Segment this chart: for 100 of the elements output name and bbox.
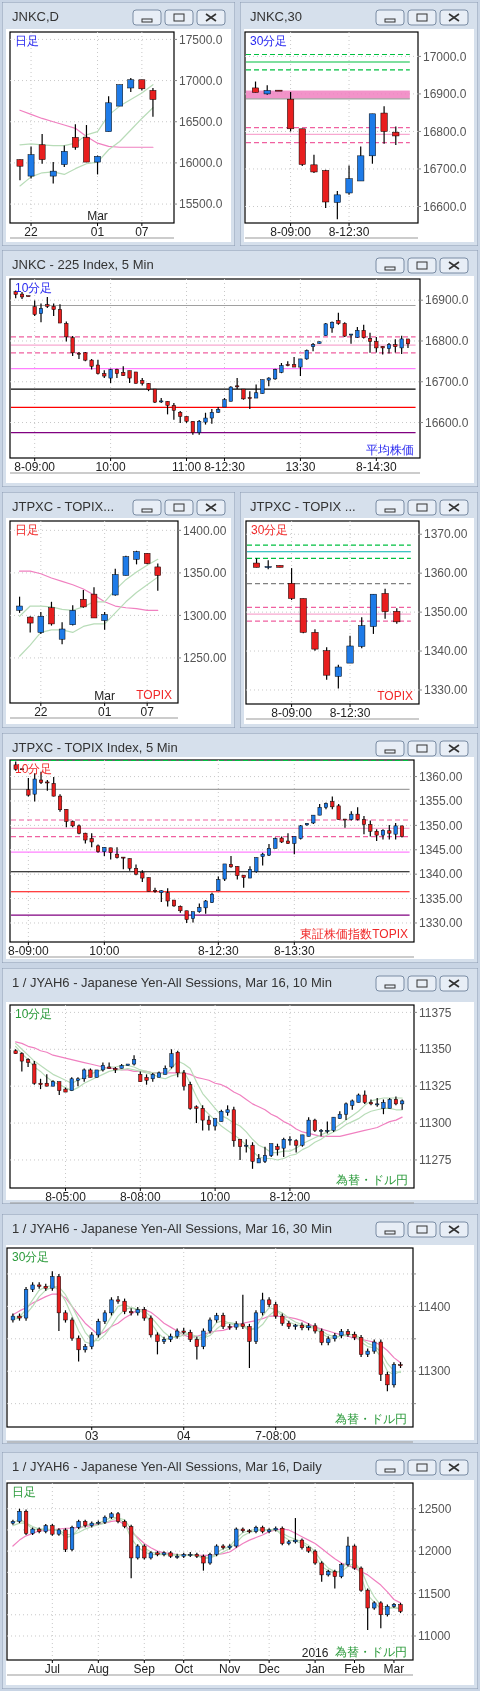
y-tick-label: 1360.00 <box>424 566 468 581</box>
y-tick-label: 16600.0 <box>423 199 467 214</box>
x-tick-label: 11:00 <box>171 460 202 474</box>
x-tick-label: 10:00 <box>95 460 126 474</box>
annotation: Mar <box>94 689 115 703</box>
annotation: 10分足 <box>15 281 53 295</box>
y-tick-label: 1300.00 <box>183 608 227 623</box>
chart-title: JNKC,D <box>12 9 59 24</box>
chart-title: JNKC - 225 Index, 5 Min <box>12 257 154 272</box>
y-tick-label: 15500.0 <box>179 197 223 212</box>
y-tick-label: 11375 <box>419 1005 452 1020</box>
x-tick-label: 07 <box>140 705 155 719</box>
x-tick-label: 7-08:00 <box>255 1429 297 1443</box>
chart-title: JTPXC - TOPIX... <box>12 499 115 514</box>
annotation: TOPIX <box>377 689 413 703</box>
x-tick-label: 07 <box>135 225 149 239</box>
y-tick-label: 11400 <box>418 1299 451 1314</box>
y-tick-label: 16500.0 <box>179 114 223 129</box>
x-tick-label: 8-12:30 <box>328 225 370 239</box>
y-tick-label: 11300 <box>419 1116 452 1131</box>
y-tick-label: 1330.00 <box>424 683 468 698</box>
annotation: 10分足 <box>15 1007 53 1021</box>
y-tick-label: 16600.0 <box>425 415 469 430</box>
x-tick-label: 13:30 <box>285 460 316 474</box>
x-tick-label: 22 <box>34 705 48 719</box>
x-tick-label: 8-12:30 <box>204 460 246 474</box>
chart-title: 1 / JYAH6 - Japanese Yen-All Sessions, Mar 16, Daily <box>12 1459 323 1474</box>
y-tick-label: 1350.00 <box>183 566 227 581</box>
x-tick-label: 8-09:00 <box>271 706 313 720</box>
y-tick-label: 17000.0 <box>179 73 223 88</box>
y-tick-label: 1345.00 <box>419 842 463 857</box>
x-tick-label: 04 <box>177 1429 191 1443</box>
y-tick-label: 1350.00 <box>419 818 463 833</box>
annotation: Mar <box>87 209 108 223</box>
annotation: 2016 <box>301 1646 329 1660</box>
y-tick-label: 1340.00 <box>419 867 463 882</box>
annotation: 為替・ドル円 <box>335 1412 407 1426</box>
y-tick-label: 12500 <box>418 1501 452 1516</box>
y-tick-label: 17500.0 <box>179 32 223 47</box>
y-tick-label: 16900.0 <box>423 87 467 102</box>
y-tick-label: 1360.00 <box>419 769 463 784</box>
x-tick-label: Aug <box>87 1662 109 1676</box>
y-tick-label: 11000 <box>418 1629 451 1644</box>
y-tick-label: 1355.00 <box>419 794 463 809</box>
x-tick-label: Feb <box>344 1662 366 1676</box>
y-tick-label: 16700.0 <box>425 374 469 389</box>
x-tick-label: 8-12:30 <box>329 706 371 720</box>
x-tick-label: Nov <box>219 1662 241 1676</box>
chart-title: 1 / JYAH6 - Japanese Yen-All Sessions, Mar 16, 30 Min <box>12 1221 332 1236</box>
annotation: 日足 <box>15 523 39 537</box>
x-tick-label: 8-12:00 <box>269 1190 311 1204</box>
x-tick-label: 8-08:00 <box>119 1190 161 1204</box>
x-tick-label: Oct <box>174 1662 194 1676</box>
y-tick-label: 1400.00 <box>183 523 227 538</box>
y-tick-label: 1370.00 <box>424 527 468 542</box>
y-tick-label: 11350 <box>419 1042 452 1057</box>
x-tick-label: 8-13:30 <box>273 944 315 958</box>
annotation: 30分足 <box>250 34 288 48</box>
x-tick-label: 8-09:00 <box>270 225 312 239</box>
x-tick-label: 8-05:00 <box>45 1190 87 1204</box>
y-tick-label: 1350.00 <box>424 605 468 620</box>
x-tick-label: 10:00 <box>89 944 120 958</box>
annotation: 30分足 <box>12 1250 50 1264</box>
y-tick-label: 1335.00 <box>419 891 463 906</box>
annotation: 30分足 <box>251 523 289 537</box>
chart-title: JNKC,30 <box>250 9 303 24</box>
x-tick-label: 8-09:00 <box>8 944 50 958</box>
y-tick-label: 11300 <box>418 1364 451 1379</box>
annotation: TOPIX <box>136 688 172 702</box>
annotation: 為替・ドル円 <box>335 1645 407 1659</box>
annotation: 平均株価 <box>366 443 414 457</box>
y-tick-label: 11275 <box>419 1153 452 1168</box>
y-tick-label: 16000.0 <box>179 156 223 171</box>
annotation: 為替・ドル円 <box>336 1173 408 1187</box>
x-tick-label: 22 <box>24 225 39 239</box>
x-tick-label: 01 <box>90 225 105 239</box>
x-tick-label: Sep <box>133 1662 156 1676</box>
y-tick-label: 1340.00 <box>424 644 468 659</box>
x-tick-label: 01 <box>97 705 112 719</box>
chart-title: JTPXC - TOPIX ... <box>250 499 356 514</box>
annotation: 10分足 <box>15 762 53 776</box>
x-tick-label: 03 <box>85 1429 99 1443</box>
y-tick-label: 1250.00 <box>183 651 227 666</box>
x-tick-label: Jul <box>44 1662 60 1676</box>
y-tick-label: 16900.0 <box>425 293 469 308</box>
y-tick-label: 17000.0 <box>423 49 467 64</box>
y-tick-label: 11325 <box>419 1079 452 1094</box>
y-tick-label: 12000 <box>418 1544 452 1559</box>
x-tick-label: 8-12:30 <box>197 944 240 958</box>
annotation: 東証株価指数TOPIX <box>300 927 408 941</box>
x-tick-label: Mar <box>383 1662 405 1676</box>
y-tick-label: 16800.0 <box>425 334 469 349</box>
y-tick-label: 1330.00 <box>419 916 463 931</box>
x-tick-label: 8-14:30 <box>355 460 398 474</box>
annotation: 日足 <box>15 34 39 48</box>
y-tick-label: 16800.0 <box>423 124 467 139</box>
annotation: 日足 <box>12 1485 36 1499</box>
x-tick-label: 10:00 <box>200 1190 231 1204</box>
chart-title: 1 / JYAH6 - Japanese Yen-All Sessions, Mar 16, 10 Min <box>12 975 332 990</box>
y-tick-label: 16700.0 <box>423 162 467 177</box>
